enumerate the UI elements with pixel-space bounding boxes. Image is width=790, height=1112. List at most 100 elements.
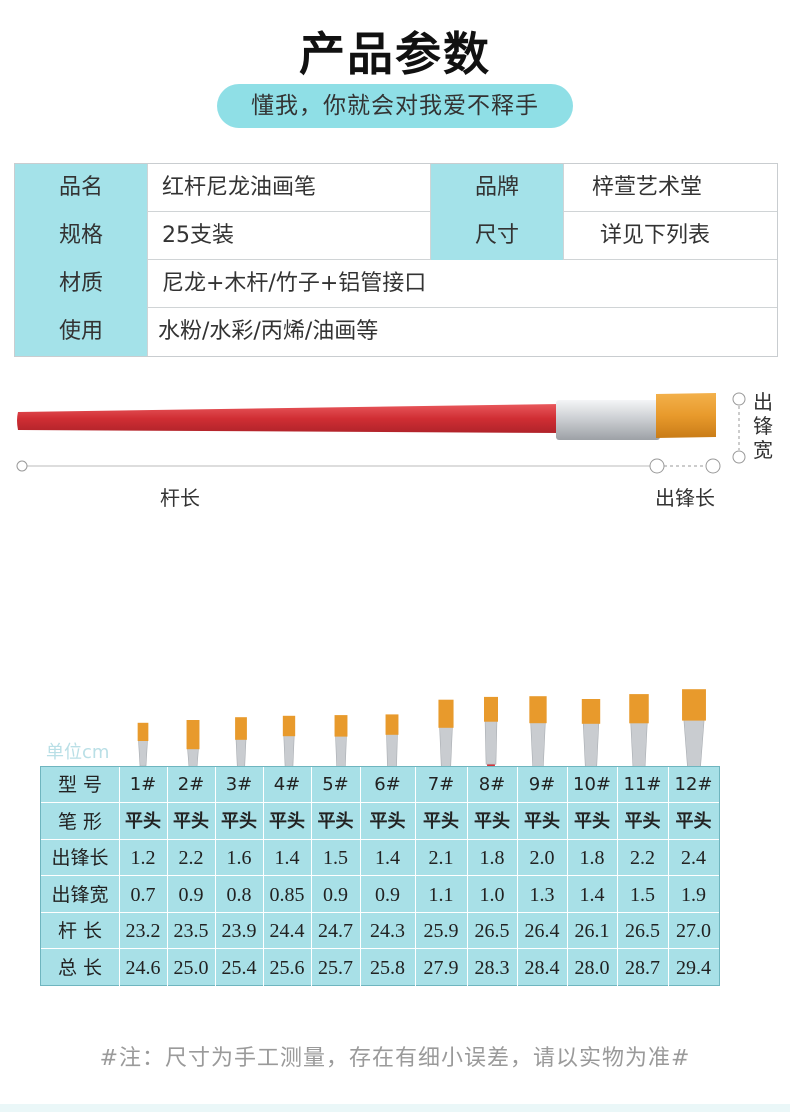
subtitle-pill: 懂我，你就会对我爱不释手 — [217, 84, 573, 128]
table-cell: 0.85 — [269, 883, 305, 906]
table-cell: 平头 — [317, 810, 354, 832]
table-cell: 2.1 — [428, 847, 454, 869]
tip-length-label: 出锋长 — [655, 486, 715, 510]
brush-handle — [17, 404, 560, 433]
table-cell: 1.6 — [226, 847, 252, 869]
spec-value: 水粉/水彩/丙烯/油画等 — [158, 319, 379, 344]
spec-value: 详见下列表 — [600, 223, 711, 248]
table-cell: 平头 — [221, 810, 257, 832]
spec-label: 使用 — [15, 308, 147, 356]
table-cell: 6# — [374, 774, 401, 795]
row-label: 出锋长 — [51, 847, 109, 869]
table-cell: 25.8 — [370, 956, 405, 979]
table-cell: 25.4 — [221, 956, 257, 979]
page-title: 产品参数 — [299, 27, 491, 81]
table-cell: 平头 — [369, 810, 406, 832]
row-label: 总 长 — [57, 956, 103, 979]
spec-label: 材质 — [15, 260, 147, 308]
total-length-row: 总 长 24.6 25.0 25.4 25.6 25.7 25.8 27.9 28.3 28.4 2… — [41, 950, 719, 986]
spec-value: 尼龙+木杆/竹子+铝管接口 — [162, 271, 427, 296]
brush-3# — [235, 717, 247, 771]
spec-table: 品名 红杆尼龙油画笔 品牌 梓萱艺术堂 规格 25支装 尺寸 详见下列表 材质 … — [14, 163, 778, 357]
spec-label: 品牌 — [431, 164, 563, 212]
table-cell: 平头 — [173, 810, 209, 832]
table-cell: 26.1 — [574, 920, 610, 942]
table-cell: 1.3 — [529, 883, 555, 906]
table-cell: 2.2 — [178, 847, 204, 869]
table-cell: 2# — [177, 774, 205, 795]
table-cell: 0.9 — [375, 883, 400, 906]
table-cell: 23.9 — [221, 920, 257, 942]
table-cell: 23.5 — [173, 920, 209, 942]
table-cell: 28.0 — [574, 956, 610, 979]
table-cell: 10# — [573, 774, 611, 795]
table-cell: 25.9 — [423, 920, 459, 942]
table-cell: 5# — [322, 774, 349, 795]
shape-row: 笔 形平头 平头 平头 平头 平头 平头 平头 平头 平头 平头 平头 平头 — [41, 804, 719, 840]
table-cell: 1# — [129, 774, 157, 795]
handle-length-row: 杆 长 23.2 23.5 23.9 24.4 24.7 24.3 25.9 26.5 26.4 2… — [41, 913, 719, 949]
table-cell: 1.9 — [681, 883, 706, 906]
table-cell: 1.8 — [479, 847, 505, 869]
spec-label: 尺寸 — [431, 212, 563, 260]
table-cell: 4# — [273, 774, 301, 795]
table-cell: 26.5 — [474, 920, 510, 942]
table-cell: 28.7 — [625, 956, 660, 979]
table-cell: 11# — [623, 774, 662, 795]
table-cell: 1.0 — [479, 883, 505, 906]
table-cell: 2.0 — [529, 847, 555, 869]
table-cell: 1.4 — [274, 847, 300, 869]
brush-12# — [682, 689, 706, 774]
table-cell: 平头 — [269, 810, 305, 832]
table-cell: 平头 — [524, 810, 560, 832]
spec-row-spec-size: 规格 25支装 尺寸 详见下列表 — [15, 212, 777, 260]
model-row: 型 号 1# 2# 3# 4# 5# 6# 7# 8# 9# 10# 11# 12# — [41, 767, 719, 803]
table-cell: 0.8 — [226, 883, 252, 906]
table-cell: 29.4 — [676, 956, 711, 979]
brush-9# — [529, 696, 547, 770]
bottom-bar — [0, 1104, 790, 1112]
brush-ferrule — [556, 400, 660, 440]
table-cell: 平头 — [574, 810, 610, 832]
table-cell: 1.4 — [579, 883, 605, 906]
spec-row-name-brand: 品名 红杆尼龙油画笔 品牌 梓萱艺术堂 — [15, 164, 777, 212]
brush-6# — [385, 714, 399, 773]
table-cell: 24.7 — [318, 920, 353, 942]
spec-label: 规格 — [15, 212, 147, 260]
size-table: 型 号 1# 2# 3# 4# 5# 6# 7# 8# 9# 10# 11# 12# 笔 形平头 平头 平头平… — [40, 766, 720, 987]
unit-label: 单位cm — [46, 742, 110, 763]
spec-row-material: 材质 尼龙+木杆/竹子+铝管接口 — [15, 260, 777, 308]
table-cell: 平头 — [624, 810, 661, 832]
table-cell: 平头 — [125, 810, 161, 832]
table-cell: 12# — [674, 774, 713, 795]
tip-width-label: 出锋宽 — [753, 390, 773, 462]
table-cell: 23.2 — [125, 920, 161, 942]
table-cell: 28.3 — [474, 956, 510, 979]
brush-8# — [484, 696, 498, 770]
table-cell: 1.2 — [130, 847, 156, 869]
brush-bristle — [656, 393, 716, 438]
table-cell: 平头 — [423, 810, 459, 832]
spec-row-usage: 使用 水粉/水彩/丙烯/油画等 — [15, 308, 777, 356]
row-label: 杆 长 — [57, 920, 103, 942]
brush-size-lineup — [0, 560, 790, 777]
table-cell: 1.4 — [375, 847, 400, 869]
table-cell: 27.9 — [423, 956, 459, 979]
brush-illustration — [16, 392, 746, 474]
brush-11# — [629, 694, 649, 774]
table-cell: 8# — [478, 774, 506, 795]
tip-width-row: 出锋宽 0.7 0.9 0.8 0.85 0.9 0.9 1.1 1.0 1.3 1.4 1.5 1.9 — [41, 877, 719, 913]
table-cell: 7# — [427, 774, 455, 795]
table-cell: 2.2 — [630, 847, 655, 869]
table-cell: 27.0 — [676, 920, 711, 942]
handle-length-label: 杆长 — [160, 486, 200, 510]
table-cell: 25.6 — [269, 956, 305, 979]
spec-label: 品名 — [15, 164, 147, 212]
table-cell: 9# — [528, 774, 556, 795]
table-cell: 1.5 — [630, 883, 655, 906]
table-cell: 3# — [225, 774, 253, 795]
brush-10# — [581, 699, 601, 772]
table-cell: 24.3 — [370, 920, 405, 942]
spec-value: 红杆尼龙油画笔 — [162, 175, 317, 200]
row-label: 笔 形 — [57, 810, 103, 833]
